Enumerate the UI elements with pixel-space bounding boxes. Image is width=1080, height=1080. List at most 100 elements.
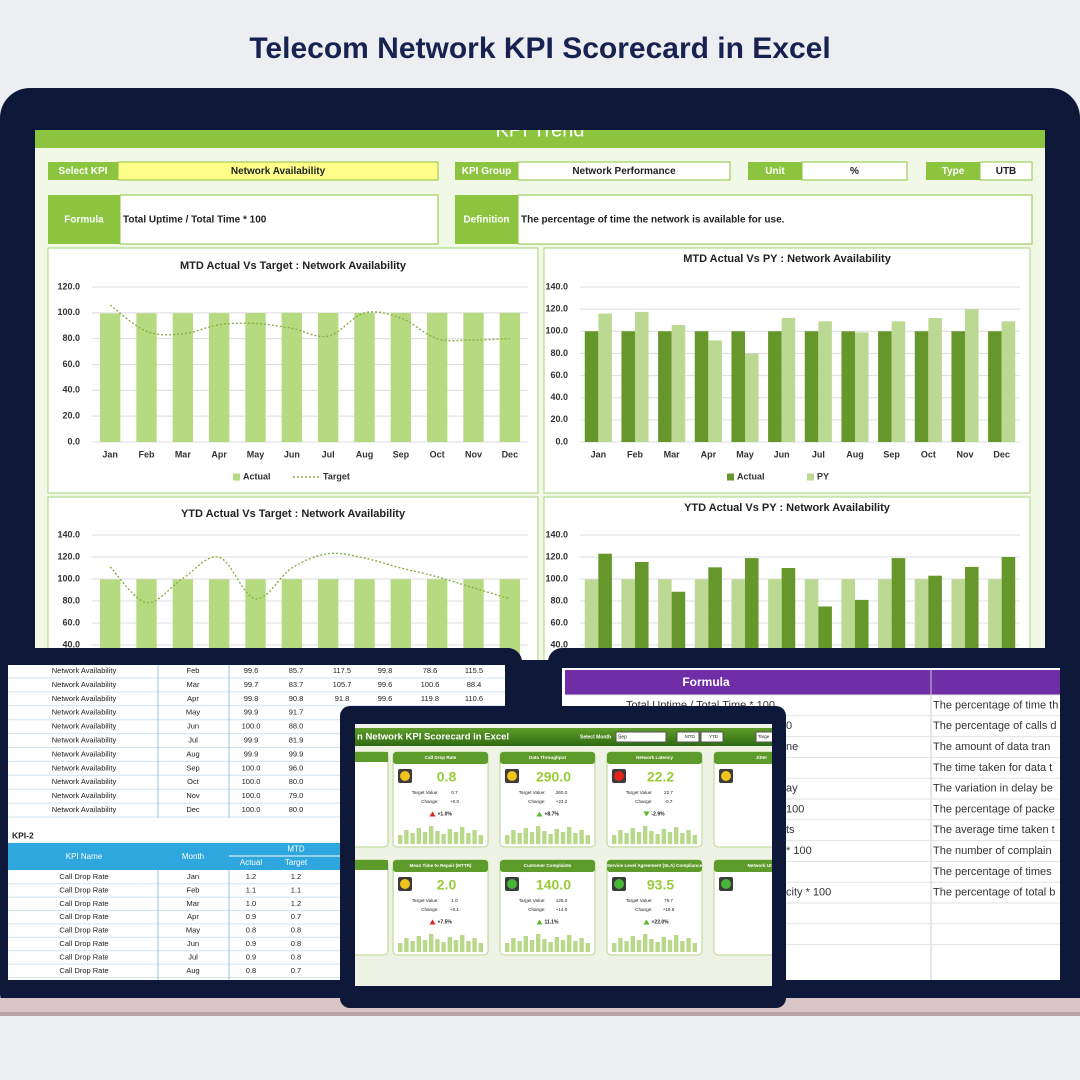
chart-title: YTD Actual Vs PY : Network Availability [684, 502, 891, 514]
spark-bar [612, 943, 617, 952]
kpi-value: 2.0 [437, 877, 457, 893]
spark-bar [649, 831, 654, 844]
cell: Sep [186, 763, 199, 772]
bar [172, 579, 194, 660]
cell: 81.9 [289, 735, 304, 744]
bar [208, 579, 230, 660]
spark-bar [585, 835, 590, 844]
cell: 99.6 [378, 680, 393, 689]
cell: Jan [187, 872, 199, 881]
bar [804, 579, 819, 660]
definition: The percentage of calls d [933, 720, 1057, 732]
spark-bar [472, 830, 477, 844]
cell: Call Drop Rate [59, 899, 108, 908]
cell: Network Availability [52, 777, 117, 786]
cell: Mar [187, 899, 200, 908]
spark-bar [548, 942, 553, 952]
x-tick-label: May [247, 449, 265, 459]
spark-bar [398, 943, 403, 952]
card-name: Mean Time to Repair (MTTR) [410, 863, 472, 868]
tablet-screen: n Network KPI Scorecard in Excel Select M… [355, 724, 778, 986]
kpi-value: 290.0 [536, 769, 571, 785]
bar [878, 579, 892, 660]
cell: 91.7 [289, 708, 304, 717]
change-label: Change: [528, 907, 545, 912]
spark-bar [453, 832, 459, 844]
cell: 1.0 [246, 899, 256, 908]
status-indicator [400, 771, 410, 781]
filter-value-bg [117, 161, 439, 181]
cell: Jul [188, 735, 198, 744]
monitor-screen: KPI Trend Select KPI Network Availability… [35, 130, 1045, 660]
spark-bar [548, 834, 553, 844]
x-tick-label: Dec [993, 449, 1010, 459]
y-tick-label: 40.0 [62, 639, 80, 649]
cell: Apr [187, 694, 199, 703]
card-header [355, 860, 388, 870]
target-label: Target Value: [412, 790, 439, 795]
spark-bar [542, 831, 547, 844]
spark-bar [478, 835, 483, 844]
spark-bar [567, 827, 572, 844]
cell: Network Availability [52, 708, 117, 717]
table-title: KPI-2 [12, 830, 34, 840]
bar [390, 312, 412, 442]
spark-bar [686, 830, 691, 844]
spark-bar [536, 826, 541, 844]
bar [671, 324, 686, 442]
spark-bar [661, 937, 666, 952]
bar [694, 331, 709, 442]
cell: 88.0 [289, 722, 304, 731]
card-header [393, 752, 488, 764]
bar [951, 331, 965, 442]
x-tick-label: Aug [846, 449, 864, 459]
card-name: Network Utili [747, 863, 775, 868]
filter-label-bg [748, 162, 802, 180]
filter-label: Type [942, 166, 965, 177]
info-value: Total Uptime / Total Time * 100 [123, 215, 267, 226]
spark-bar [624, 833, 629, 844]
bar [499, 579, 521, 660]
cell: 88.4 [467, 680, 482, 689]
chart-title: YTD Actual Vs Target : Network Availabil… [181, 508, 406, 520]
cell: Network Availability [52, 791, 117, 800]
kpi-value: 22.2 [647, 769, 674, 785]
spark-bar [416, 828, 421, 844]
cell: 99.9 [244, 749, 259, 758]
spark-bar [624, 941, 629, 952]
y-tick-label: 60.0 [62, 359, 80, 369]
cell: Call Drop Rate [59, 926, 108, 935]
option-button[interactable] [755, 731, 778, 743]
legend-label: Target [323, 471, 350, 481]
y-tick-label: 140.0 [545, 529, 568, 539]
option-button[interactable] [676, 731, 700, 743]
spark-bar [511, 938, 516, 952]
month-select[interactable] [615, 731, 667, 743]
formula: ay [786, 783, 798, 795]
target-label: Target Value: [519, 898, 546, 903]
status-indicator [400, 879, 410, 889]
spark-bar [523, 936, 528, 952]
cell: Mar [187, 680, 200, 689]
bar [463, 312, 484, 442]
legend-label: Actual [737, 471, 765, 481]
info-label: Definition [463, 215, 509, 226]
spark-bar [410, 941, 415, 952]
card-header [500, 752, 595, 764]
bar [99, 313, 121, 442]
cell: 0.8 [291, 952, 301, 961]
spark-bar [661, 829, 666, 844]
status-indicator [507, 879, 517, 889]
cell: Network Availability [52, 666, 117, 675]
option-button[interactable] [700, 731, 724, 743]
bar [914, 579, 929, 660]
spark-bar [422, 832, 428, 844]
y-tick-label: 40.0 [62, 385, 80, 395]
bar [841, 579, 855, 660]
bar [317, 579, 339, 660]
cell: 100.0 [242, 777, 261, 786]
x-tick-label: Jul [322, 449, 335, 459]
spark-bar [429, 934, 434, 952]
spark-bar [618, 938, 623, 952]
spark-bar [410, 833, 415, 844]
